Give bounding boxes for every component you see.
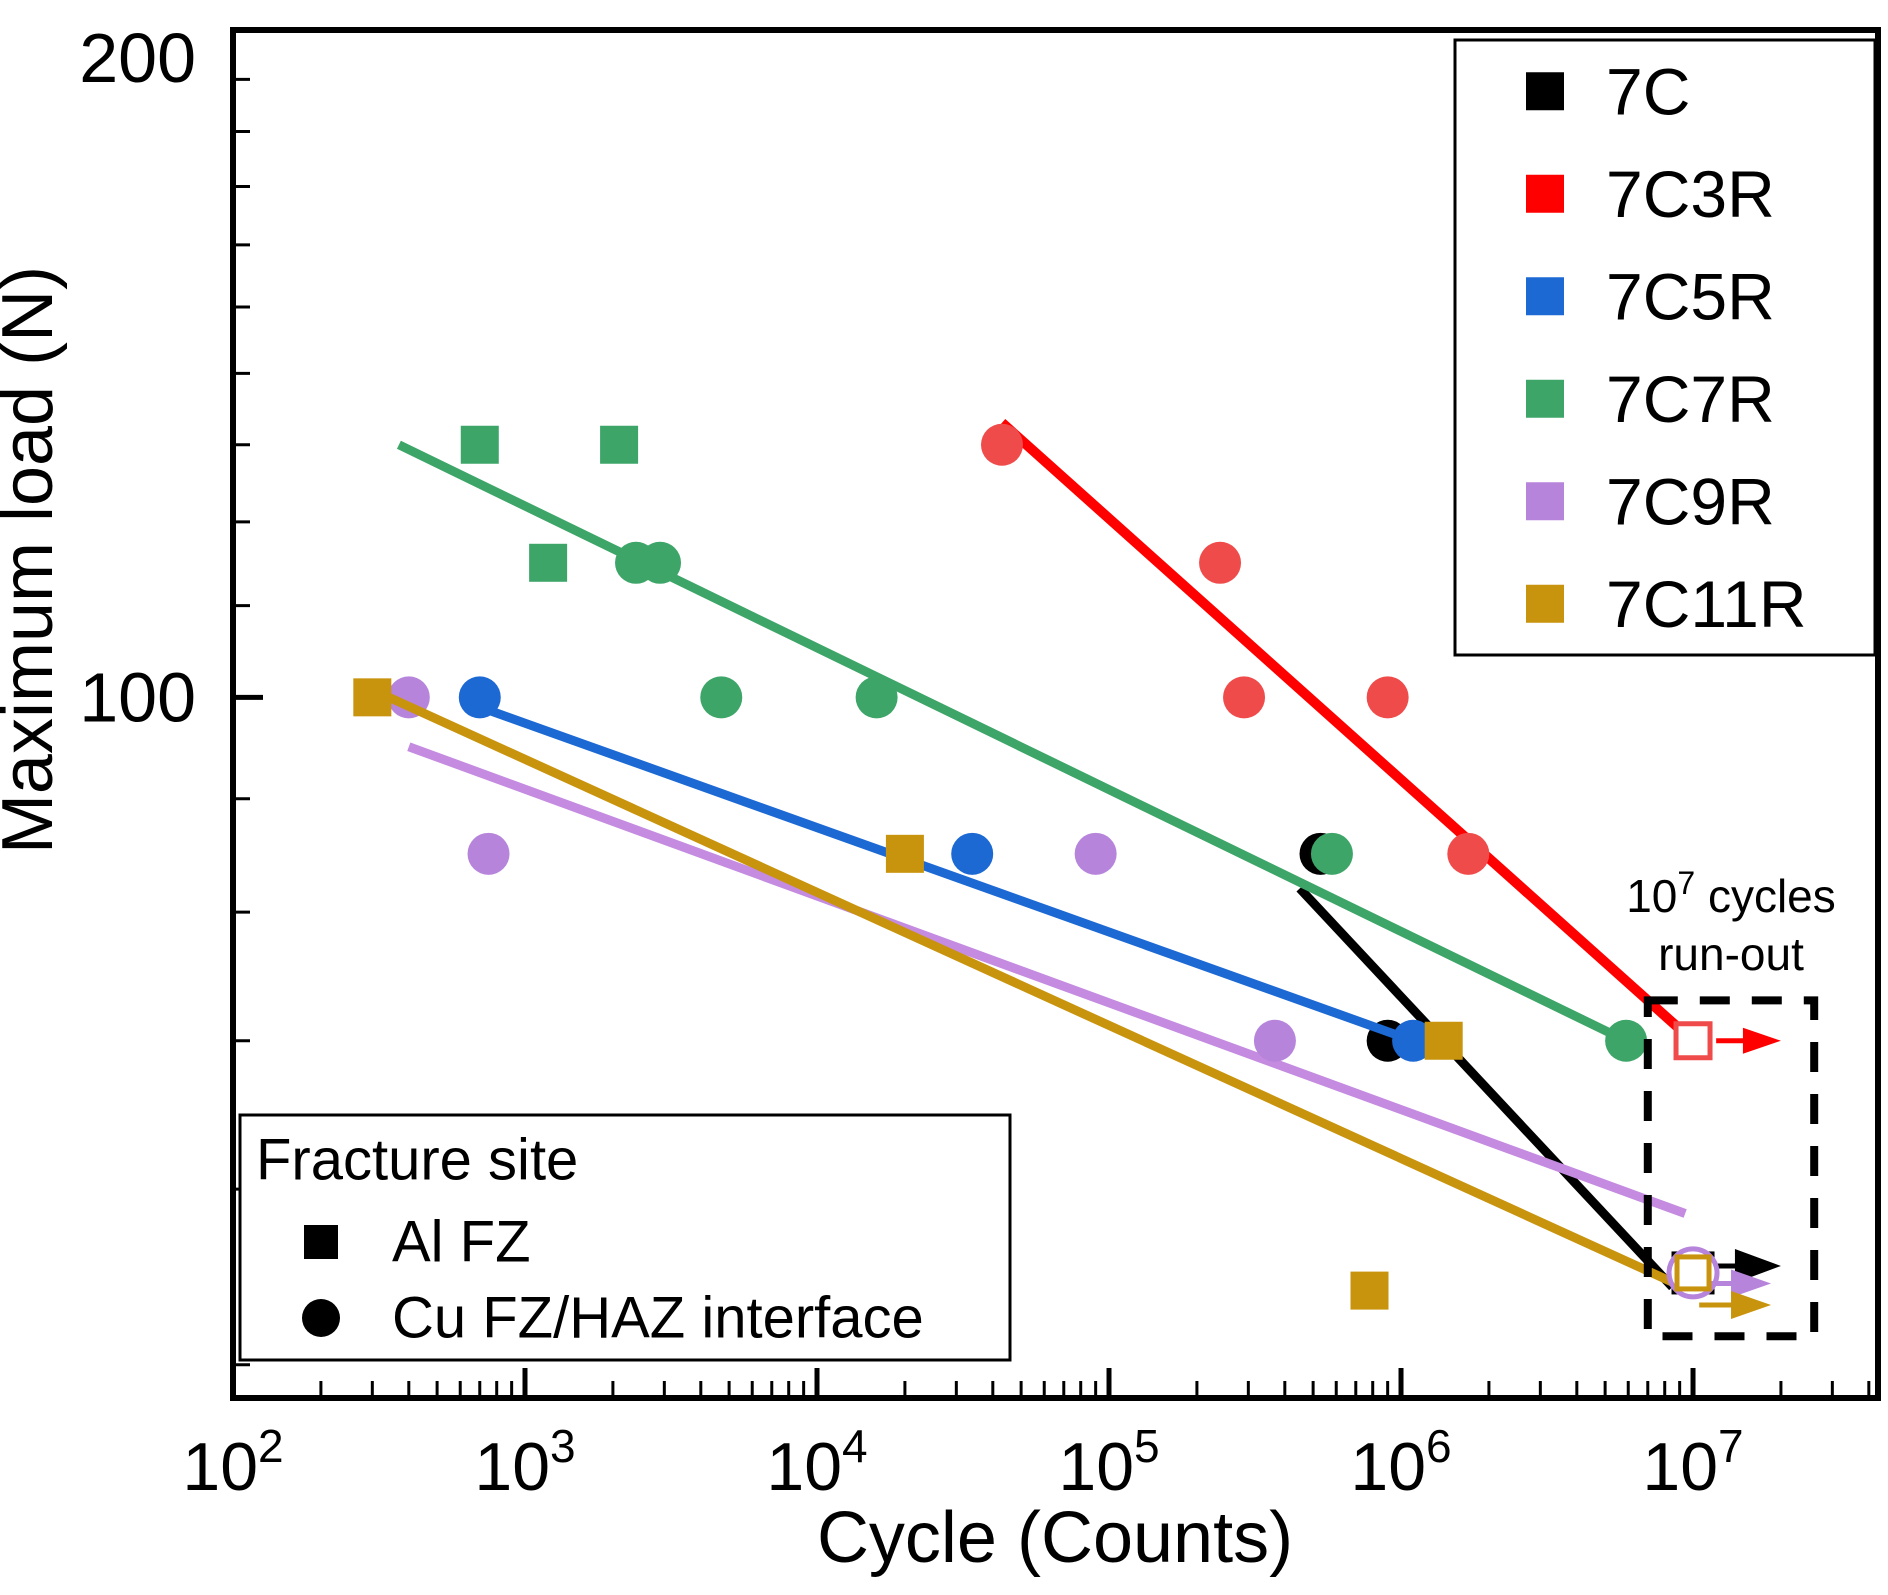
x-tick-label-10e6: 106: [1350, 1420, 1451, 1505]
series-7C11R: [353, 678, 1678, 1310]
point-7C7R-1-square: [600, 425, 639, 464]
legend-item-7C7R: 7C7R: [1526, 362, 1775, 436]
fracture-legend-box: [238, 1113, 1012, 1362]
series-7C7R-trend-line: [396, 440, 1629, 1045]
point-7C11R-0-square: [353, 678, 392, 717]
legend-swatch-7C3R: [1526, 174, 1564, 213]
legend-label-7C3R: 7C3R: [1606, 157, 1775, 231]
fracture-site-legend: Fracture site Al FZ Cu FZ/HAZ interface: [238, 1113, 1012, 1362]
series-7C3R: [980, 419, 1689, 1038]
fracture-legend-item-al-fz: Al FZ: [304, 1210, 531, 1275]
legend-item-7C3R: 7C3R: [1526, 157, 1775, 231]
runout-arrow-7C3R: [1716, 1027, 1781, 1054]
fracture-legend-label-cu-fz-haz: Cu FZ/HAZ interface: [392, 1286, 924, 1351]
runout-marker-7C3R: [1673, 1021, 1713, 1061]
series-7C5R-trend-line: [478, 702, 1415, 1045]
fracture-legend-item-cu-fz-haz: Cu FZ/HAZ interface: [302, 1286, 924, 1351]
x-tick-label-10e2: 102: [182, 1420, 283, 1505]
runout-arrow-7C9R-head: [1731, 1269, 1772, 1298]
runout-label-line2: run-out: [1658, 928, 1804, 980]
runout-dashed-box: [1643, 996, 1819, 1341]
runout-region: 107 cycles run-out: [1626, 865, 1836, 1341]
point-7C11R-2-square: [1424, 1021, 1463, 1060]
point-7C9R-1-circle: [467, 832, 510, 875]
data-series: [353, 419, 1689, 1310]
x-tick-label-10e5: 105: [1058, 1420, 1159, 1505]
legend-label-7C9R: 7C9R: [1606, 464, 1775, 538]
runout-marker-7C11R: [1674, 1254, 1712, 1292]
legend-label-7C5R: 7C5R: [1606, 259, 1775, 333]
cu-fz-haz-circle-swatch: [302, 1299, 340, 1337]
y-tick-label-100: 100: [79, 658, 196, 736]
legend-swatch-7C11R: [1526, 584, 1564, 623]
y-tick-label-200: 200: [79, 19, 196, 97]
runout-arrow-7C11R-head: [1731, 1290, 1772, 1319]
legend-swatch-7C5R: [1526, 277, 1564, 316]
fracture-legend-title: Fracture site: [256, 1128, 578, 1193]
point-7C9R-3-circle: [1253, 1019, 1296, 1062]
series-7C: [1296, 832, 1676, 1291]
point-7C7R-2-square: [529, 543, 568, 582]
legend-swatch-7C9R: [1526, 482, 1564, 521]
point-7C3R-2-circle: [1223, 676, 1266, 719]
y-axis-title: Maximum load (N): [0, 266, 68, 854]
point-7C7R-7-circle: [1310, 832, 1353, 875]
runout-arrow-7C11R: [1699, 1290, 1772, 1319]
al-fz-square-swatch: [304, 1225, 338, 1259]
point-7C5R-2-circle: [1392, 1019, 1435, 1062]
series-7C5R: [458, 676, 1435, 1062]
legend-label-7C7R: 7C7R: [1606, 362, 1775, 436]
point-7C9R-2-circle: [1074, 832, 1117, 875]
point-7C3R-1-circle: [1199, 541, 1242, 584]
point-7C7R-4-circle: [639, 541, 682, 584]
legend-box: [1453, 38, 1877, 657]
point-7C3R-0-circle: [980, 423, 1023, 466]
legend-swatch-7C: [1526, 72, 1564, 111]
runout-arrow-7C-head: [1734, 1248, 1781, 1283]
point-7C5R-0-circle: [458, 676, 501, 719]
point-7C7R-0-square: [460, 425, 499, 464]
series-7C3R-trend-line: [998, 419, 1689, 1038]
series-7C-trend-line: [1296, 885, 1676, 1291]
x-tick-label-10e7: 107: [1642, 1420, 1743, 1505]
point-7C5R-1-circle: [951, 832, 994, 875]
point-7C3R-4-circle: [1447, 832, 1490, 875]
legend-item-7C9R: 7C9R: [1526, 464, 1775, 538]
point-7C7R-6-circle: [855, 676, 898, 719]
runout-label-line1: 107 cycles: [1626, 865, 1836, 922]
axis-ticks: 102 103 104 105 106 107 200 100: [79, 19, 1871, 1505]
plot-frame: [230, 27, 1881, 1401]
plot-border: [230, 27, 1881, 1401]
point-7C7R-8-circle: [1605, 1019, 1648, 1062]
series-7C7R: [396, 425, 1648, 1062]
legend-item-7C5R: 7C5R: [1526, 259, 1775, 333]
legend-item-7C11R: 7C11R: [1526, 567, 1807, 641]
x-tick-label-10e3: 103: [474, 1420, 575, 1505]
legend-label-7C11R: 7C11R: [1606, 567, 1807, 641]
fracture-legend-label-al-fz: Al FZ: [392, 1210, 531, 1275]
x-tick-label-10e4: 104: [766, 1420, 867, 1505]
runout-arrow-7C3R-head: [1742, 1027, 1781, 1054]
legend-label-7C: 7C: [1606, 54, 1690, 128]
point-7C7R-5-circle: [700, 676, 743, 719]
point-7C11R-3-square: [1350, 1271, 1389, 1310]
legend-swatch-7C7R: [1526, 379, 1564, 418]
point-7C3R-3-circle: [1366, 676, 1409, 719]
series-7C11R-trend-line: [366, 683, 1678, 1288]
series-7C9R-trend-line: [407, 742, 1687, 1218]
series-legend: 7C 7C3R 7C5R 7C7R 7C9R 7C11R: [1453, 38, 1877, 657]
x-axis-title: Cycle (Counts): [817, 1498, 1293, 1578]
legend-item-7C: 7C: [1526, 54, 1690, 128]
point-7C11R-1-square: [885, 834, 924, 873]
